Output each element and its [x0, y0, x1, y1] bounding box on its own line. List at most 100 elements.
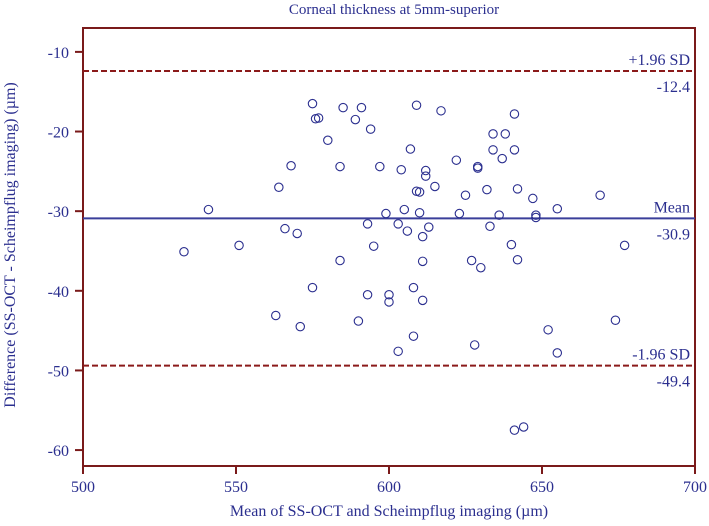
data-point [506, 239, 517, 250]
x-axis-label: Mean of SS-OCT and Scheimpflug imaging (… [230, 503, 548, 520]
reference-line-value: -30.9 [657, 226, 690, 243]
data-point [417, 295, 428, 306]
y-tick-label: -10 [48, 45, 69, 62]
data-point [619, 240, 630, 251]
data-point [362, 290, 373, 300]
data-point [436, 106, 446, 116]
data-point [466, 255, 477, 266]
reference-line-label: Mean [654, 199, 690, 216]
data-point [402, 226, 413, 236]
data-point [497, 153, 507, 164]
reference-line-label: +1.96 SD [629, 52, 690, 69]
data-point [399, 204, 410, 215]
data-point [353, 316, 364, 326]
x-tick-label: 550 [224, 479, 248, 496]
x-tick-label: 700 [683, 479, 707, 496]
data-point [451, 155, 462, 165]
data-point [420, 171, 431, 181]
reference-line-value: -49.4 [657, 374, 690, 391]
y-tick-label: -50 [48, 363, 69, 380]
data-point [488, 129, 498, 139]
data-point [405, 144, 416, 154]
data-point [393, 219, 403, 229]
data-point [292, 228, 302, 239]
reference-line-value: -12.4 [657, 79, 690, 96]
data-point [295, 321, 306, 332]
data-point [375, 161, 385, 172]
data-point [531, 210, 541, 220]
data-point [482, 184, 492, 195]
x-tick-label: 650 [530, 479, 554, 496]
data-point [271, 310, 281, 321]
data-point [595, 190, 605, 200]
data-point [313, 113, 324, 123]
data-point [384, 290, 394, 300]
data-point [500, 129, 511, 139]
data-point [469, 340, 480, 350]
data-point [512, 184, 523, 194]
data-point [179, 247, 189, 257]
data-point [411, 100, 422, 110]
data-point [414, 208, 425, 218]
data-point [307, 98, 318, 109]
data-point [552, 348, 563, 358]
data-point [424, 222, 434, 232]
data-point [307, 282, 318, 293]
data-point [408, 331, 419, 341]
y-tick-label: -20 [48, 125, 69, 142]
data-point [552, 204, 563, 214]
data-point [512, 254, 523, 265]
data-point [286, 161, 296, 171]
data-point [518, 422, 529, 432]
data-point [494, 210, 504, 220]
x-tick-label: 600 [377, 479, 401, 496]
data-point [362, 219, 373, 229]
data-point [396, 165, 406, 175]
data-point [509, 425, 520, 435]
data-point [338, 102, 348, 113]
data-point [350, 114, 361, 125]
data-point [356, 102, 367, 113]
data-point [323, 135, 333, 146]
data-point [531, 212, 541, 223]
data-point [274, 182, 284, 193]
data-point [417, 256, 428, 267]
data-point [528, 193, 538, 204]
data-point [280, 223, 290, 234]
data-point [509, 145, 520, 155]
data-point [384, 297, 394, 307]
data-point [234, 240, 244, 251]
data-point [476, 262, 486, 273]
chart-title: Corneal thickness at 5mm-superior [289, 2, 499, 18]
y-tick-label: -60 [48, 443, 69, 460]
reference-lines: +1.96 SD -12.4 Mean -30.9 -1.96 SD -49.4 [83, 52, 695, 391]
data-point [393, 346, 403, 357]
data-point [365, 124, 376, 134]
data-point [335, 255, 345, 266]
y-axis-label: Difference (SS-OCT - Scheimpflug imaging… [2, 82, 19, 407]
data-point [335, 161, 345, 172]
data-point [381, 208, 391, 219]
axis-ticks: 500 550 600 650 700 -60 -50 -40 -30 -20 -10 [48, 45, 707, 496]
data-points [179, 98, 630, 435]
data-point [368, 241, 379, 251]
x-tick-label: 500 [71, 479, 95, 496]
data-point [610, 315, 621, 326]
data-point [203, 204, 214, 215]
data-point [420, 165, 431, 176]
data-point [460, 190, 471, 200]
y-tick-label: -40 [48, 284, 69, 301]
data-point [472, 163, 483, 173]
data-point [408, 282, 419, 293]
data-point [543, 325, 553, 335]
data-point [430, 181, 440, 192]
data-point [414, 187, 425, 197]
data-point [454, 208, 465, 219]
data-point [509, 109, 520, 119]
y-tick-label: -30 [48, 204, 69, 221]
data-point [417, 231, 428, 242]
reference-line-label: -1.96 SD [632, 347, 690, 364]
data-point [485, 221, 495, 232]
